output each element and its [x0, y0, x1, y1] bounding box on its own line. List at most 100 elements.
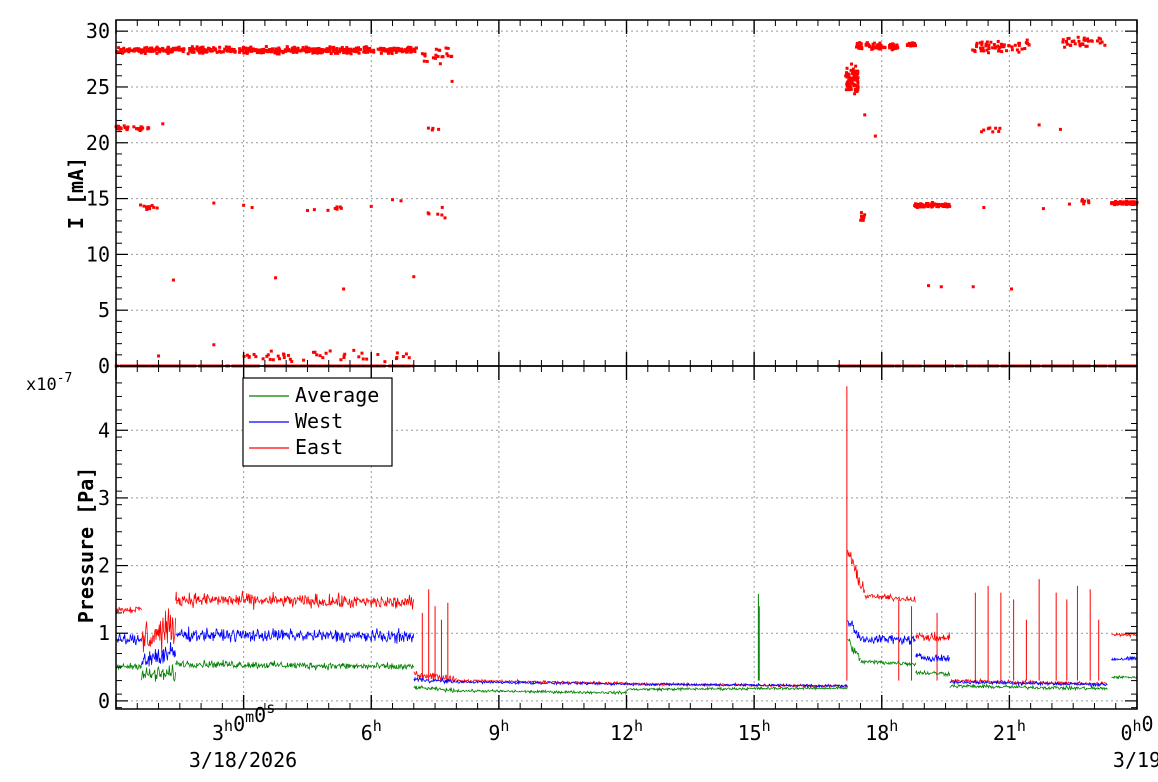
current-point — [883, 46, 887, 50]
current-point — [853, 87, 857, 91]
current-point — [150, 49, 154, 53]
current-point — [1065, 42, 1069, 46]
current-point — [411, 48, 415, 52]
current-point — [145, 207, 149, 211]
current-point — [860, 215, 864, 219]
current-point — [161, 46, 165, 50]
current-point — [1023, 46, 1027, 50]
current-point — [1076, 35, 1080, 39]
current-point — [215, 50, 219, 54]
current-point — [994, 126, 998, 130]
current-point — [889, 44, 893, 48]
current-point — [218, 49, 222, 53]
current-point — [854, 78, 858, 82]
current-point — [895, 46, 899, 50]
current-point — [998, 126, 1002, 130]
current-point — [291, 50, 295, 54]
current-point — [372, 48, 376, 52]
current-point — [1086, 37, 1090, 41]
current-point — [915, 205, 919, 209]
current-point — [409, 50, 413, 54]
current-point — [928, 203, 932, 207]
current-point — [855, 45, 859, 49]
y-exponent-label: x10-7 — [26, 371, 72, 395]
current-point — [313, 350, 317, 354]
current-point — [285, 45, 289, 49]
current-point — [1070, 40, 1074, 44]
current-point — [404, 48, 408, 52]
current-point — [845, 84, 849, 88]
current-point — [244, 49, 248, 53]
current-point — [333, 206, 337, 210]
current-point — [338, 205, 342, 209]
current-point — [198, 51, 202, 55]
current-point — [286, 353, 290, 357]
current-point — [445, 52, 449, 56]
current-point — [1072, 39, 1076, 43]
current-point — [860, 45, 864, 49]
current-point — [335, 47, 339, 51]
current-point — [283, 48, 287, 52]
current-point — [860, 217, 864, 221]
current-point — [366, 50, 370, 54]
current-point — [122, 124, 126, 128]
current-point — [246, 47, 250, 51]
x-tick-label: 21h — [993, 717, 1026, 745]
current-point — [219, 50, 223, 54]
y-exponent-base: x10 — [26, 375, 57, 395]
current-point — [361, 357, 365, 361]
current-point — [195, 45, 199, 49]
current-point — [212, 201, 216, 205]
current-point — [847, 73, 851, 77]
current-point — [850, 62, 854, 66]
current-point — [856, 76, 860, 80]
current-point — [440, 213, 444, 217]
current-point — [1083, 199, 1087, 203]
pressure-line-average — [115, 637, 1138, 696]
current-point — [262, 47, 266, 51]
current-point — [1110, 201, 1114, 205]
current-point — [404, 352, 408, 356]
current-point — [273, 51, 277, 55]
x-tick-label: 0h0 — [1120, 712, 1153, 745]
current-point — [392, 46, 396, 50]
current-point — [315, 353, 319, 357]
current-point — [407, 48, 411, 52]
current-point — [277, 357, 281, 361]
current-point — [1084, 44, 1088, 48]
current-point — [406, 45, 410, 49]
current-point — [328, 45, 332, 49]
current-point — [1007, 44, 1011, 48]
current-point — [391, 198, 395, 202]
current-point — [440, 55, 444, 59]
current-point — [1078, 42, 1082, 46]
current-point — [254, 355, 258, 359]
current-point — [264, 45, 268, 49]
current-point — [269, 49, 273, 53]
current-point — [312, 208, 316, 212]
current-point — [971, 48, 975, 52]
current-point — [116, 126, 120, 130]
current-point — [444, 46, 448, 50]
current-point — [153, 49, 157, 53]
current-point — [987, 43, 991, 47]
current-point — [1010, 48, 1014, 52]
x-tick-label: 18h — [865, 717, 898, 745]
current-point — [166, 45, 170, 49]
current-point — [890, 42, 894, 46]
current-point — [988, 126, 992, 130]
current-point — [984, 42, 988, 46]
current-point — [270, 47, 274, 51]
current-point — [1126, 200, 1130, 204]
current-point — [314, 47, 318, 51]
bottom-grid — [116, 366, 1137, 709]
current-point — [142, 48, 146, 52]
current-point — [993, 46, 997, 50]
current-point — [880, 45, 884, 49]
current-point — [212, 343, 216, 347]
current-point — [345, 46, 349, 50]
current-point — [274, 276, 278, 280]
current-point — [157, 47, 161, 51]
current-point — [868, 45, 872, 49]
current-point — [412, 275, 416, 279]
